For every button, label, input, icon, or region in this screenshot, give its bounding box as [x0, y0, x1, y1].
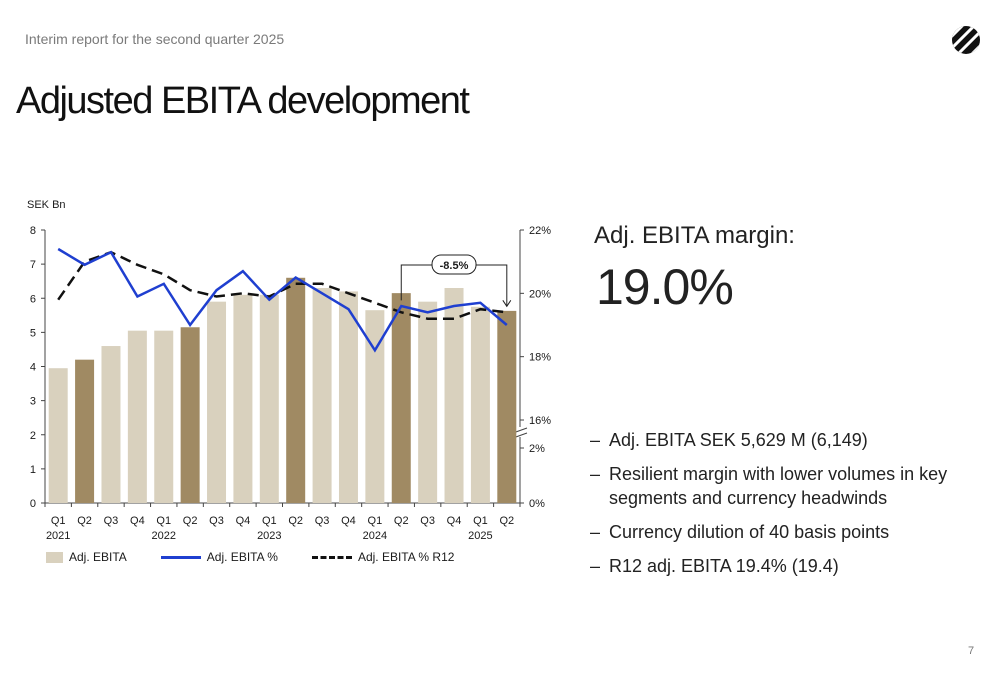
y-left-tick-label: 1	[30, 464, 36, 476]
y-left-tick-label: 4	[30, 362, 36, 374]
x-tick-label: Q3	[315, 515, 330, 527]
bar	[259, 294, 279, 503]
x-tick-label: Q1	[51, 515, 66, 527]
bar	[470, 306, 490, 503]
kpi-label: Adj. EBITA margin:	[594, 222, 795, 249]
x-tick-label: Q4	[447, 515, 462, 527]
brand-logo-icon	[951, 25, 981, 55]
axis-break-mask	[514, 427, 526, 437]
y-right-tick-label: 16%	[529, 415, 551, 427]
legend-label-margin: Adj. EBITA %	[206, 550, 278, 564]
y-left-tick-label: 3	[30, 396, 36, 408]
x-tick-label: Q3	[420, 515, 435, 527]
y-right-tick-label: 18%	[529, 352, 551, 364]
x-tick-label: Q4	[130, 515, 145, 527]
x-tick-label: Q2	[183, 515, 198, 527]
bar	[233, 294, 253, 503]
bar	[127, 330, 147, 503]
x-tick-label: Q1	[368, 515, 383, 527]
x-tick-label: Q4	[236, 515, 251, 527]
x-year-label: 2024	[363, 530, 387, 542]
page-title: Adjusted EBITA development	[16, 80, 470, 122]
legend-label-r12: Adj. EBITA % R12	[357, 550, 455, 564]
x-year-label: 2023	[257, 530, 281, 542]
y-right-tick-label: 2%	[529, 443, 545, 455]
legend-swatch-bar	[46, 551, 63, 563]
bar	[154, 330, 174, 503]
bar	[207, 301, 227, 503]
bar	[338, 291, 358, 503]
y-right-tick-label: 0%	[529, 498, 545, 510]
annotation-label: -8.5%	[440, 260, 469, 272]
bullet-item: R12 adj. EBITA 19.4% (19.4)	[590, 554, 950, 578]
x-tick-label: Q2	[288, 515, 303, 527]
bar	[418, 301, 438, 503]
bar	[312, 288, 332, 503]
x-tick-label: Q3	[104, 515, 119, 527]
x-tick-label: Q3	[209, 515, 224, 527]
legend-item-bars: Adj. EBITA	[46, 550, 127, 564]
x-tick-label: Q4	[341, 515, 356, 527]
y-right-tick-label: 20%	[529, 288, 551, 300]
y-left-tick-label: 7	[30, 259, 36, 271]
chart-legend: Adj. EBITA Adj. EBITA % Adj. EBITA % R12	[46, 550, 488, 564]
bar	[365, 310, 385, 503]
legend-item-r12: Adj. EBITA % R12	[311, 550, 455, 564]
bar	[48, 368, 68, 503]
legend-swatch-line	[160, 555, 201, 559]
bar	[180, 327, 200, 503]
y-left-tick-label: 8	[30, 225, 36, 237]
bar	[497, 310, 517, 503]
kpi-value: 19.0%	[596, 259, 734, 315]
bar	[286, 277, 306, 503]
x-year-label: 2021	[46, 530, 70, 542]
bar	[101, 346, 121, 503]
chart-unit-label: SEK Bn	[27, 199, 66, 211]
legend-swatch-dash	[311, 555, 352, 559]
bar	[391, 293, 411, 503]
y-right-tick-label: 22%	[529, 225, 551, 237]
x-tick-label: Q1	[473, 515, 488, 527]
margin-line	[57, 247, 508, 353]
legend-label-bars: Adj. EBITA	[69, 550, 127, 564]
report-title: Interim report for the second quarter 20…	[25, 31, 285, 47]
x-tick-label: Q2	[499, 515, 514, 527]
x-year-label: 2022	[152, 530, 176, 542]
y-left-tick-label: 2	[30, 430, 36, 442]
bar	[444, 288, 464, 503]
annotation-badge	[431, 254, 477, 275]
x-tick-label: Q1	[156, 515, 171, 527]
ebita-chart: 0 1 2 3 4 5 6 7 8 0% 2% 16% 18% 20% 22% Q1 Q2 Q3 Q4 Q1 Q2 Q3 Q…	[30, 225, 551, 542]
legend-item-margin: Adj. EBITA %	[160, 550, 278, 564]
bar	[75, 359, 95, 503]
annotation-arrow	[502, 300, 512, 308]
x-year-label: 2025	[468, 530, 492, 542]
bullet-item: Adj. EBITA SEK 5,629 M (6,149)	[590, 428, 950, 452]
y-left-tick-label: 6	[30, 293, 36, 305]
page-number: 7	[968, 645, 975, 657]
y-left-tick-label: 5	[30, 327, 36, 339]
y-left-tick-label: 0	[30, 498, 36, 510]
bullet-item: Resilient margin with lower volumes in k…	[590, 462, 950, 510]
bullet-list: Adj. EBITA SEK 5,629 M (6,149) Resilient…	[590, 428, 950, 588]
x-tick-label: Q2	[77, 515, 92, 527]
x-tick-label: Q1	[262, 515, 277, 527]
x-tick-label: Q2	[394, 515, 409, 527]
bullet-item: Currency dilution of 40 basis points	[590, 520, 950, 544]
